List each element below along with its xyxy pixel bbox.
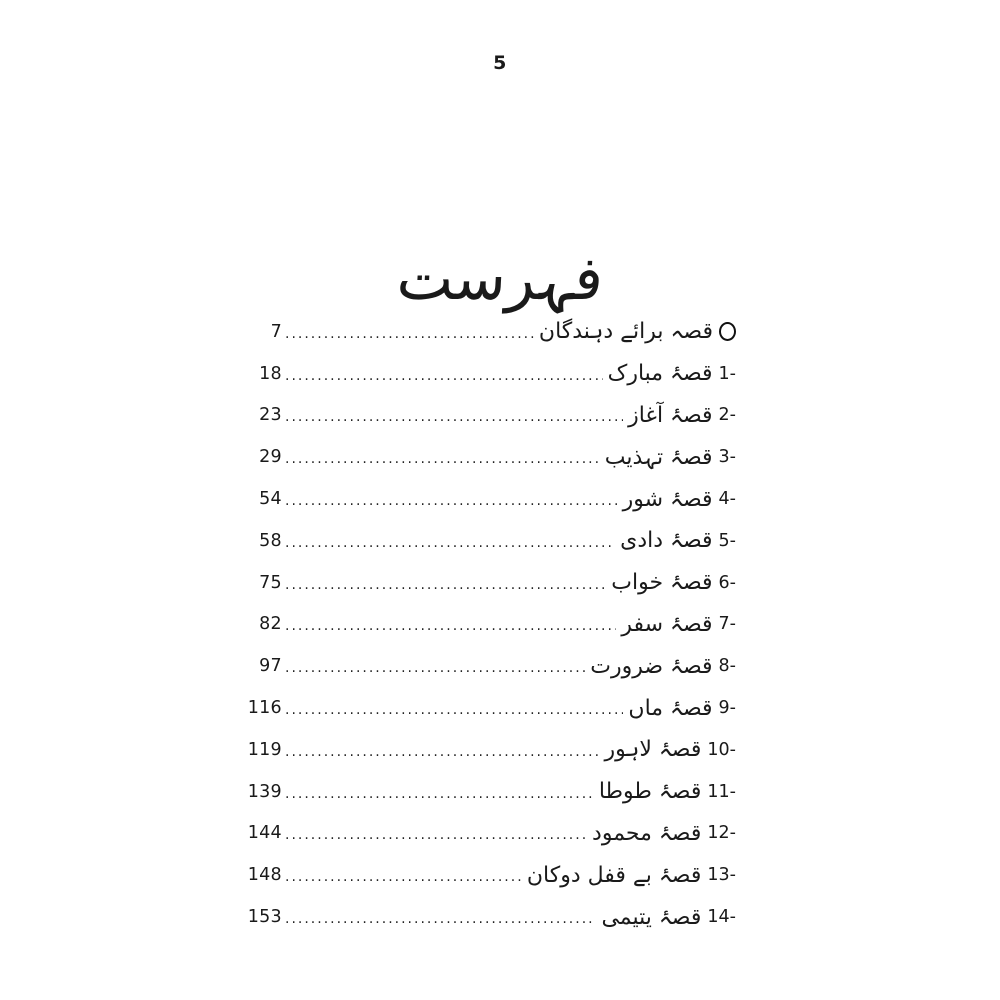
toc-entry-marker: 4- bbox=[718, 489, 736, 510]
toc-entry-marker: 10- bbox=[707, 739, 736, 760]
toc-entry-title: قصۂ تہذیب bbox=[604, 444, 713, 470]
dot-leader bbox=[282, 409, 623, 425]
dot-leader bbox=[282, 744, 600, 760]
dot-leader bbox=[282, 451, 600, 467]
dot-leader bbox=[282, 911, 596, 927]
toc-heading: فہرست bbox=[395, 244, 605, 315]
dot-leader bbox=[282, 660, 585, 676]
toc-entry-title: قصۂ یتیمی bbox=[601, 904, 702, 930]
dot-leader bbox=[282, 326, 534, 342]
toc-page-ref: 29 bbox=[259, 447, 282, 468]
toc-row: 18 قصۂ مبارک 1- bbox=[228, 353, 736, 395]
toc-page-ref: 23 bbox=[259, 405, 282, 426]
toc-entry-marker: 8- bbox=[718, 656, 736, 677]
toc-row: 116 قصۂ ماں 9- bbox=[228, 687, 736, 729]
dot-leader bbox=[282, 786, 594, 802]
toc-page-ref: 82 bbox=[259, 614, 282, 635]
toc-entry-title: قصۂ لاہور bbox=[604, 737, 702, 763]
dot-leader bbox=[282, 577, 606, 593]
toc-entry-marker: 13- bbox=[707, 865, 736, 886]
toc-entry-marker: 12- bbox=[707, 823, 736, 844]
dot-leader bbox=[282, 869, 522, 885]
toc-row: 54 قصۂ شور 4- bbox=[228, 478, 736, 520]
toc-page-ref: 148 bbox=[247, 865, 282, 886]
toc-page-ref: 139 bbox=[247, 781, 282, 802]
toc-row: 148 قصۂ بے قفل دوکان 13- bbox=[228, 854, 736, 896]
toc-entry-title: قصۂ سفر bbox=[621, 611, 713, 637]
dot-leader bbox=[282, 827, 587, 843]
toc-entry-title: قصۂ طوطا bbox=[598, 779, 702, 805]
toc-row: 29 قصۂ تہذیب 3- bbox=[228, 436, 736, 478]
toc-entry-title: قصۂ ضرورت bbox=[590, 653, 713, 679]
toc-page-ref: 18 bbox=[259, 363, 282, 384]
toc-page-ref: 75 bbox=[259, 572, 282, 593]
toc-entry-marker: 6- bbox=[718, 572, 736, 593]
toc-row: 139 قصۂ طوطا 11- bbox=[228, 771, 736, 813]
toc-page-ref: 97 bbox=[259, 656, 282, 677]
toc-entry-marker: 3- bbox=[718, 447, 736, 468]
toc-list: 7 قصہ برائے دہندگان 18 قصۂ مبارک 1- 23 ق… bbox=[228, 311, 736, 938]
toc-entry-title: قصۂ محمود bbox=[592, 820, 702, 846]
dot-leader bbox=[282, 368, 603, 384]
toc-page-ref: 54 bbox=[259, 489, 282, 510]
toc-entry-title: قصۂ بے قفل دوکان bbox=[526, 862, 702, 888]
toc-row: 144 قصۂ محمود 12- bbox=[228, 813, 736, 855]
toc-entry-marker: 7- bbox=[718, 614, 736, 635]
toc-row: 75 قصۂ خواب 6- bbox=[228, 562, 736, 604]
dot-leader bbox=[282, 493, 618, 509]
toc-entry-title: قصۂ آغاز bbox=[628, 402, 713, 428]
dot-leader bbox=[282, 618, 616, 634]
toc-entry-marker: 11- bbox=[707, 781, 736, 802]
toc-row: 153 قصۂ یتیمی 14- bbox=[228, 896, 736, 938]
toc-entry-title: قصہ برائے دہندگان bbox=[538, 319, 713, 345]
toc-row: 7 قصہ برائے دہندگان bbox=[228, 311, 736, 353]
toc-entry-title: قصۂ دادی bbox=[620, 528, 713, 554]
toc-page-ref: 119 bbox=[247, 739, 282, 760]
toc-entry-marker: 2- bbox=[718, 405, 736, 426]
toc-page-ref: 153 bbox=[247, 907, 282, 928]
dot-leader bbox=[282, 535, 615, 551]
toc-page-ref: 58 bbox=[259, 530, 282, 551]
toc-row: 23 قصۂ آغاز 2- bbox=[228, 395, 736, 437]
dot-leader bbox=[282, 702, 623, 718]
toc-entry-title: قصۂ شور bbox=[622, 486, 713, 512]
toc-page-ref: 116 bbox=[247, 698, 282, 719]
toc-entry-marker: 5- bbox=[718, 530, 736, 551]
toc-entry-title: قصۂ خواب bbox=[611, 570, 713, 596]
toc-entry-marker: 14- bbox=[707, 907, 736, 928]
toc-row: 119 قصۂ لاہور 10- bbox=[228, 729, 736, 771]
toc-page-ref: 7 bbox=[270, 321, 282, 342]
toc-page-ref: 144 bbox=[247, 823, 282, 844]
page-number: 5 bbox=[493, 52, 507, 74]
toc-entry-title: قصۂ ماں bbox=[628, 695, 713, 721]
toc-entry-marker: 9- bbox=[718, 698, 736, 719]
toc-row: 58 قصۂ دادی 5- bbox=[228, 520, 736, 562]
toc-entry-title: قصۂ مبارک bbox=[607, 361, 713, 387]
toc-entry-marker: 1- bbox=[718, 363, 736, 384]
toc-row: 82 قصۂ سفر 7- bbox=[228, 604, 736, 646]
toc-row: 97 قصۂ ضرورت 8- bbox=[228, 645, 736, 687]
toc-entry-marker bbox=[719, 322, 736, 342]
circle-bullet-icon bbox=[719, 322, 736, 342]
